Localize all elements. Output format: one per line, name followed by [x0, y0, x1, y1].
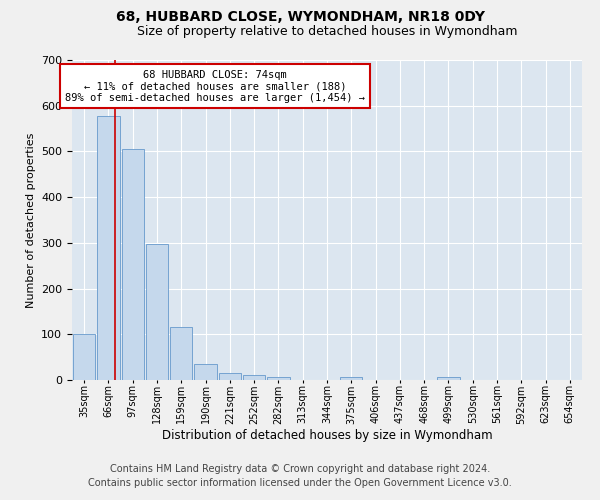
Bar — [146, 244, 168, 380]
Bar — [340, 377, 362, 380]
Text: 68, HUBBARD CLOSE, WYMONDHAM, NR18 0DY: 68, HUBBARD CLOSE, WYMONDHAM, NR18 0DY — [115, 10, 485, 24]
Bar — [218, 373, 241, 380]
Bar — [73, 334, 95, 380]
Bar — [122, 149, 144, 380]
Bar — [170, 328, 193, 380]
Text: 68 HUBBARD CLOSE: 74sqm
← 11% of detached houses are smaller (188)
89% of semi-d: 68 HUBBARD CLOSE: 74sqm ← 11% of detache… — [65, 70, 365, 103]
X-axis label: Distribution of detached houses by size in Wymondham: Distribution of detached houses by size … — [161, 429, 493, 442]
Title: Size of property relative to detached houses in Wymondham: Size of property relative to detached ho… — [137, 25, 517, 38]
Bar — [243, 376, 265, 380]
Bar — [267, 377, 290, 380]
Bar — [194, 364, 217, 380]
Text: Contains HM Land Registry data © Crown copyright and database right 2024.
Contai: Contains HM Land Registry data © Crown c… — [88, 464, 512, 487]
Bar — [97, 116, 119, 380]
Y-axis label: Number of detached properties: Number of detached properties — [26, 132, 35, 308]
Bar — [437, 378, 460, 380]
